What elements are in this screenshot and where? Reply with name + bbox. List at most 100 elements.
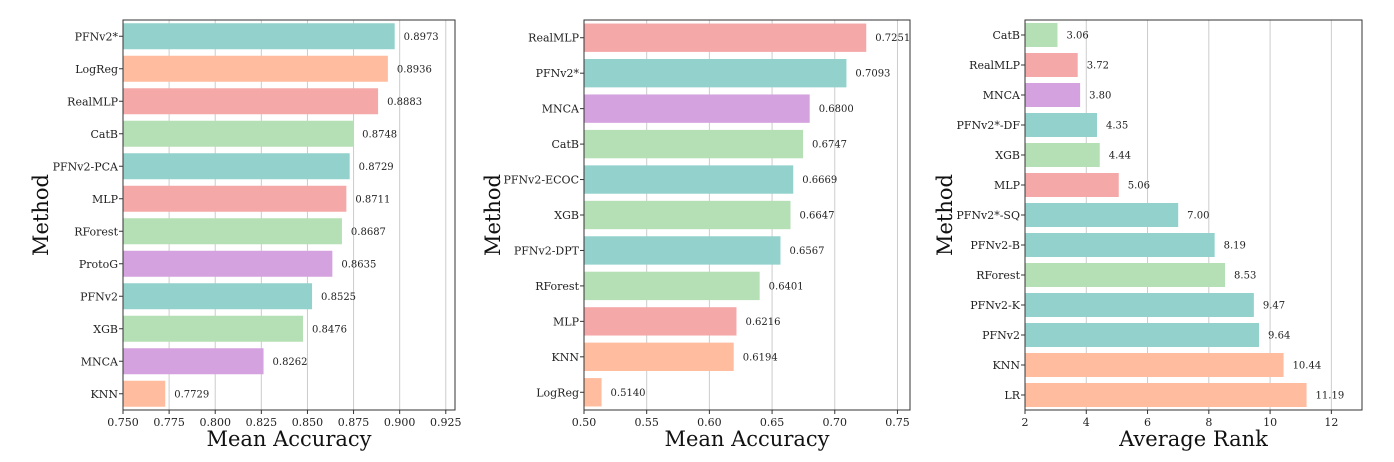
category-label-mnca: MNCA [81, 355, 119, 368]
bar-protog [123, 250, 333, 277]
panel-mean-accuracy-left: 0.8973 PFNv2* 0.8936 LogReg 0.8883 RealMLP 0.8… [29, 19, 462, 451]
y-axis-title: Method [933, 174, 957, 256]
value-label-rforest: 0.8687 [351, 227, 386, 238]
category-label-mlp: MLP [553, 315, 580, 328]
bar-pfnv2-pca [123, 153, 350, 180]
bar-pfnv2-star-df [1025, 113, 1097, 137]
category-label-rforest: RForest [976, 269, 1020, 282]
x-axis-title: Mean Accuracy [206, 427, 371, 451]
bar-logreg [123, 55, 388, 82]
x-tick-label: 8 [1205, 416, 1212, 429]
bar-pfnv2-star-sq [1025, 203, 1179, 227]
x-axis-title: Average Rank [1118, 427, 1268, 451]
value-label-mnca: 0.8262 [273, 357, 308, 368]
bar-pfnv2-dpt [584, 236, 781, 265]
value-label-knn: 0.7729 [174, 389, 209, 400]
x-tick-label: 0.50 [572, 416, 597, 429]
bar-mnca [123, 348, 264, 375]
bar-knn [584, 342, 734, 371]
x-tick-label: 4 [1083, 416, 1090, 429]
value-label-mlp: 5.06 [1128, 181, 1150, 192]
category-label-mlp: MLP [92, 193, 119, 206]
category-label-knn: KNN [552, 351, 580, 364]
bar-mnca [584, 94, 810, 123]
bar-rforest [1025, 263, 1226, 287]
panel-average-rank: 3.06 CatB 3.72 RealMLP 3.80 MNCA 4.35 PFNv2*-DF… [933, 19, 1363, 451]
category-label-realmlp: RealMLP [67, 95, 118, 108]
category-label-pfnv2-b: PFNv2-B [970, 239, 1020, 252]
bar-knn [123, 380, 166, 407]
value-label-logreg: 0.5140 [611, 388, 646, 399]
value-label-catb: 0.8748 [362, 129, 397, 140]
value-label-xgb: 0.6647 [800, 211, 835, 222]
value-label-realmlp: 0.8883 [387, 97, 422, 108]
value-label-pfnv2-b: 8.19 [1224, 241, 1246, 252]
bar-catb [584, 129, 804, 159]
x-tick-label: 10 [1263, 416, 1277, 429]
category-label-logreg: LogReg [536, 386, 579, 399]
x-tick-label: 0.75 [885, 416, 910, 429]
value-label-knn: 0.6194 [743, 352, 778, 363]
bar-xgb [1025, 143, 1100, 167]
category-label-pfnv2-ecoc: PFNv2-ECOC [504, 174, 579, 187]
bar-rforest [123, 218, 342, 245]
x-tick-label: 0.775 [153, 416, 185, 429]
x-tick-label: 2 [1022, 416, 1029, 429]
x-tick-label: 0.900 [384, 416, 416, 429]
category-label-pfnv2-dpt: PFNv2-DPT [514, 244, 580, 257]
category-label-xgb: XGB [995, 149, 1020, 162]
value-label-realmlp: 0.7251 [875, 33, 910, 44]
category-label-rforest: RForest [535, 280, 579, 293]
category-label-lr: LR [1004, 389, 1020, 402]
value-label-pfnv2-ecoc: 0.6669 [802, 175, 837, 186]
value-label-catb: 3.06 [1066, 31, 1088, 42]
bar-pfnv2 [1025, 323, 1260, 347]
category-label-realmlp: RealMLP [528, 32, 579, 45]
bar-realmlp [1025, 53, 1078, 77]
category-label-mnca: MNCA [983, 89, 1021, 102]
category-label-pfnv2: PFNv2 [80, 290, 118, 303]
bar-realmlp [584, 23, 867, 52]
value-label-pfnv2-star-sq: 7.00 [1187, 211, 1209, 222]
value-label-realmlp: 3.72 [1087, 61, 1109, 72]
value-label-mlp: 0.8711 [355, 194, 390, 205]
category-label-catb: CatB [993, 29, 1020, 42]
value-label-mnca: 0.6800 [819, 104, 854, 115]
value-label-xgb: 4.44 [1109, 151, 1131, 162]
x-tick-label: 6 [1144, 416, 1151, 429]
value-label-rforest: 0.6401 [769, 281, 804, 292]
bar-mlp [1025, 173, 1119, 197]
bar-pfnv2-k [1025, 293, 1254, 317]
category-label-knn: KNN [993, 359, 1021, 372]
category-label-pfnv2-star: PFNv2* [75, 30, 119, 43]
plot-frame [1024, 19, 1363, 411]
value-label-pfnv2: 0.8525 [321, 292, 356, 303]
bar-xgb [123, 315, 304, 342]
category-label-xgb: XGB [93, 323, 118, 336]
value-label-xgb: 0.8476 [312, 324, 347, 335]
category-label-pfnv2: PFNv2 [982, 329, 1020, 342]
value-label-mnca: 3.80 [1089, 91, 1111, 102]
bar-pfnv2-b [1025, 233, 1215, 257]
x-tick-label: 0.850 [292, 416, 324, 429]
panel-mean-accuracy-middle: 0.7251 RealMLP 0.7093 PFNv2* 0.6800 MNCA 0.674… [481, 19, 911, 451]
x-tick-label: 0.925 [430, 416, 462, 429]
bar-rforest [584, 271, 760, 301]
x-tick-label: 0.750 [107, 416, 139, 429]
category-label-mlp: MLP [994, 179, 1021, 192]
value-label-catb: 0.6747 [812, 140, 847, 151]
category-label-mnca: MNCA [542, 103, 580, 116]
value-label-logreg: 0.8936 [397, 64, 432, 75]
value-label-pfnv2-k: 9.47 [1263, 301, 1285, 312]
bar-catb [123, 120, 354, 147]
x-tick-label: 12 [1324, 416, 1338, 429]
value-label-pfnv2-star-df: 4.35 [1106, 121, 1128, 132]
value-label-pfnv2-pca: 0.8729 [359, 162, 394, 173]
category-label-knn: KNN [91, 388, 119, 401]
plot-frame [122, 19, 456, 411]
value-label-pfnv2-star: 0.7093 [855, 69, 890, 80]
bar-mlp [123, 185, 347, 212]
x-tick-label: 0.65 [760, 416, 785, 429]
value-label-knn: 10.44 [1293, 361, 1322, 372]
